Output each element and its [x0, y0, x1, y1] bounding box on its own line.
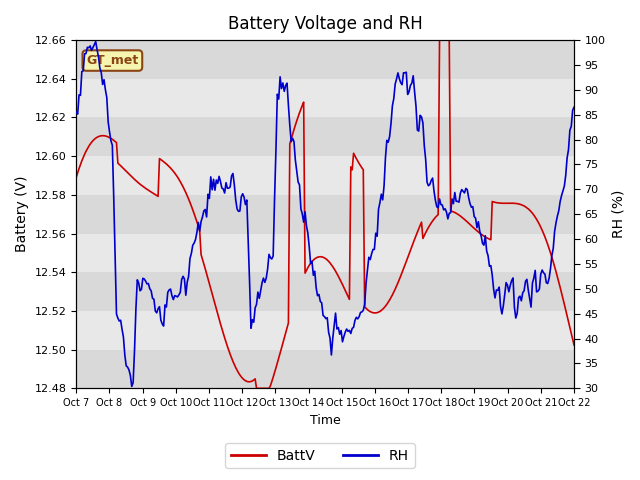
- Y-axis label: RH (%): RH (%): [611, 190, 625, 239]
- Y-axis label: Battery (V): Battery (V): [15, 176, 29, 252]
- Bar: [76, 272, 574, 311]
- X-axis label: Time: Time: [310, 414, 340, 427]
- Legend: BattV, RH: BattV, RH: [225, 443, 415, 468]
- Text: GT_met: GT_met: [86, 54, 138, 67]
- Bar: [76, 118, 574, 156]
- Bar: [76, 40, 574, 79]
- Bar: [76, 349, 574, 388]
- Bar: [76, 195, 574, 234]
- Title: Battery Voltage and RH: Battery Voltage and RH: [228, 15, 422, 33]
